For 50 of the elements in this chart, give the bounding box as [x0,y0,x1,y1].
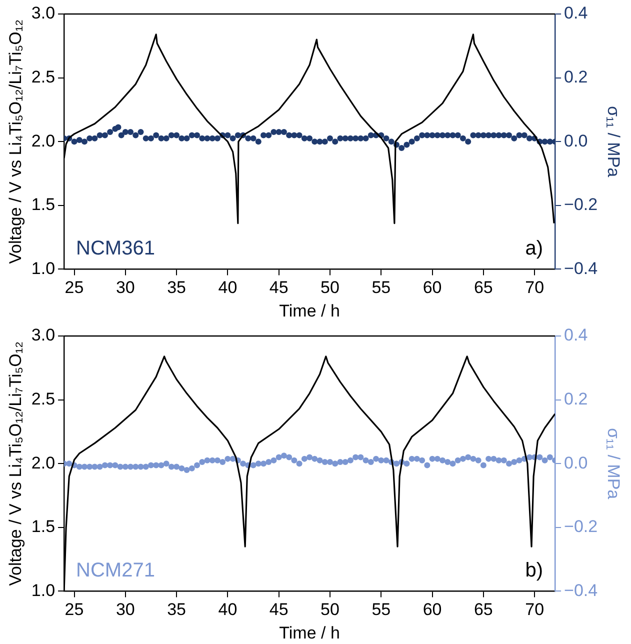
x-tick-label: 35 [167,278,186,298]
y2-axis-title: σ₁₁ / MPa [604,428,624,500]
y2-axis-title: σ₁₁ / MPa [604,106,624,178]
text: NCM361 [76,238,155,260]
y-tick-label: 1.5 [31,517,56,536]
x-axis-title: Time / h [279,623,340,642]
x-tick-label: 40 [218,278,238,298]
y-tick-label: 2.5 [31,389,56,408]
x-tick-label: 60 [422,278,442,298]
x-tick-label: 55 [372,600,391,620]
y2-tick-label: 0.2 [564,67,588,86]
y2-tick-label: −0.4 [564,580,598,600]
x-tick-label: 45 [269,600,288,620]
y-tick-label: 1.5 [31,195,56,214]
annotation: b) [525,560,544,582]
x-tick-label: 50 [320,278,340,298]
x-tick-label: 70 [525,600,544,620]
x-axis-title: Time / h [279,301,340,320]
x-tick-label: 65 [474,278,493,298]
y-tick-label: 2.0 [31,131,56,150]
y2-tick-label: 0.4 [564,4,588,23]
text: NCM271 [76,560,155,582]
y2-tick-label: −0.2 [564,195,598,214]
x-tick-label: 25 [64,278,84,298]
y-tick-label: 1.0 [31,258,56,278]
x-tick-label: 35 [167,600,186,620]
y-tick-label: 2.0 [31,453,56,472]
x-tick-label: 30 [116,278,135,298]
y2-tick-label: 0.0 [564,453,588,472]
y-tick-label: 2.5 [31,67,56,86]
x-tick-label: 40 [218,600,238,620]
x-tick-label: 60 [422,600,442,620]
y-tick-label: 3.0 [31,326,56,345]
y2-tick-label: 0.2 [564,389,588,408]
x-tick-label: 70 [525,278,544,298]
y2-tick-label: 0.4 [564,326,588,345]
y-tick-label: 3.0 [31,4,56,23]
y2-tick-label: −0.2 [564,517,598,536]
x-tick-label: 25 [64,600,84,620]
annotation: a) [525,238,544,260]
x-tick-label: 55 [372,278,391,298]
y-axis-title: Voltage / V vs Li₄Ti₅O₁₂/Li₇Ti₅O₁₂ [6,341,25,586]
y2-tick-label: −0.4 [564,258,598,278]
y2-tick-label: 0.0 [564,131,588,150]
x-tick-label: 50 [320,600,340,620]
y-axis-title: Voltage / V vs Li₄Ti₅O₁₂/Li₇Ti₅O₁₂ [6,19,25,264]
x-tick-label: 45 [269,278,288,298]
x-tick-label: 65 [474,600,493,620]
y-tick-label: 1.0 [31,580,56,600]
x-tick-label: 30 [116,600,135,620]
